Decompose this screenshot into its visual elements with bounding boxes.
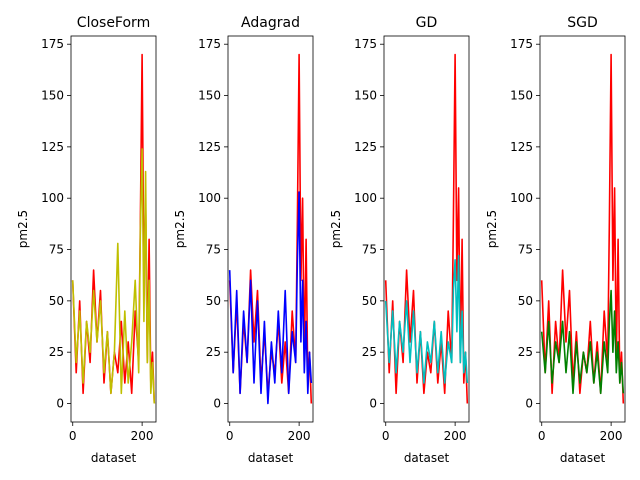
x-axis-label: dataset [560,451,606,465]
subplot-1: 0 25 50 75 100 125 150 175 0 200 Adagrad dataset pm2… [173,15,314,465]
plot-frame [70,35,157,423]
subplot-title: CloseForm [77,15,150,31]
y-tick-label: 175 [198,37,221,51]
subplot-title: GD [416,15,438,31]
y-tick-label: 125 [198,140,221,154]
series-line-1 [71,148,156,404]
plot-frame [383,35,470,423]
x-tick-label: 0 [382,429,390,443]
y-axis-label: pm2.5 [329,210,343,248]
x-tick-label: 200 [131,429,154,443]
x-tick-label: 0 [538,429,546,443]
x-tick-label: 200 [600,429,623,443]
y-tick-label: 0 [56,397,64,411]
y-tick-label: 0 [213,397,221,411]
y-tick-label: 150 [354,89,377,103]
y-tick-label: 25 [49,345,64,359]
subplot-0: 0 25 50 75 100 125 150 175 0 200 CloseForm dataset p… [16,15,157,465]
y-tick-label: 50 [362,294,377,308]
y-tick-label: 125 [510,140,533,154]
plot-frame [227,35,314,423]
y-tick-label: 100 [41,191,64,205]
x-tick-label: 0 [226,429,234,443]
x-axis-label: dataset [404,451,450,465]
y-tick-label: 25 [362,345,377,359]
y-axis-label: pm2.5 [16,210,30,248]
y-tick-label: 150 [41,89,64,103]
series-line-1 [384,254,469,384]
subplot-2: 0 25 50 75 100 125 150 175 0 200 GD dataset pm2.5 [329,15,470,465]
series-line-0 [540,53,625,404]
x-tick-label: 200 [444,429,467,443]
y-tick-label: 125 [354,140,377,154]
y-tick-label: 75 [49,243,64,257]
plot-frame [539,35,626,423]
x-tick-label: 0 [69,429,77,443]
y-tick-label: 100 [510,191,533,205]
y-tick-label: 75 [206,243,221,257]
y-tick-label: 125 [41,140,64,154]
y-axis-label: pm2.5 [485,210,499,248]
x-axis-label: dataset [248,451,294,465]
y-tick-label: 25 [518,345,533,359]
y-tick-label: 100 [198,191,221,205]
y-axis-label: pm2.5 [173,210,187,248]
y-tick-label: 0 [369,397,377,411]
y-tick-label: 175 [510,37,533,51]
series-line-1 [228,191,313,405]
y-tick-label: 0 [525,397,533,411]
y-tick-label: 175 [41,37,64,51]
subplot-title: SGD [567,15,598,31]
x-axis-label: dataset [91,451,137,465]
y-tick-label: 75 [518,243,533,257]
subplot-title: Adagrad [241,15,300,31]
y-tick-label: 150 [198,89,221,103]
y-tick-label: 150 [510,89,533,103]
y-tick-label: 50 [518,294,533,308]
x-tick-label: 200 [288,429,311,443]
y-tick-label: 75 [362,243,377,257]
y-tick-label: 50 [49,294,64,308]
series-line-1 [540,289,625,395]
y-tick-label: 100 [354,191,377,205]
subplot-3: 0 25 50 75 100 125 150 175 0 200 SGD dataset pm2.5 [485,15,626,465]
y-tick-label: 25 [206,345,221,359]
y-tick-label: 50 [206,294,221,308]
y-tick-label: 175 [354,37,377,51]
